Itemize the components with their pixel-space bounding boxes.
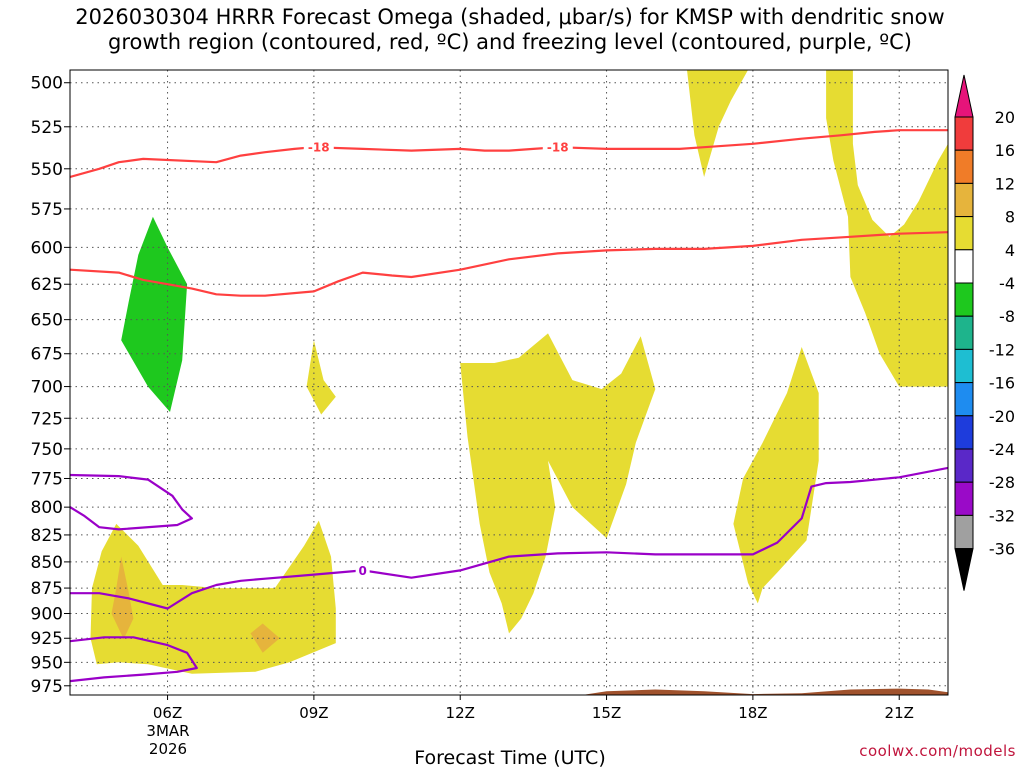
colorbar-swatch [954,315,974,350]
colorbar-label: 12 [995,174,1015,193]
colorbar-swatch [954,182,974,218]
contour-line-2 [70,231,948,297]
colorbar-top-arrow [954,74,974,118]
colorbar-swatch [954,481,974,516]
colorbar-label: -24 [989,440,1015,459]
colorbar-swatch [954,415,974,450]
colorbar-label: 8 [1005,208,1015,227]
omega-region-5 [306,340,336,415]
omega-region-1 [121,216,188,412]
colorbar-label: 20 [995,108,1015,127]
date-label-day: 3MAR [146,722,189,740]
omega-region-9 [826,70,948,387]
colorbar-swatch [954,448,974,483]
credit-text: coolwx.com/models [859,742,1016,760]
y-tick-label: 900 [31,605,63,625]
x-tick-label: 12Z [446,704,475,722]
colorbar-swatch [954,149,974,184]
colorbar-bottom-arrow [954,548,974,591]
colorbar-label: -12 [989,340,1015,359]
y-tick-label: 575 [31,200,63,220]
colorbar-label: -8 [999,307,1015,326]
y-tick-label: 650 [31,311,63,331]
colorbar-swatch [954,282,974,317]
x-tick-label: 06Z [153,704,182,722]
colorbar-swatch [954,382,974,417]
colorbar-swatch [954,514,974,550]
contour-label-bg [355,562,370,578]
y-tick-label: 950 [31,653,63,673]
contour-label: -18 [547,141,569,155]
y-tick-label: 825 [31,526,63,546]
y-tick-label: 550 [31,160,63,180]
colorbar-swatch [954,116,974,151]
y-tick-label: 600 [31,238,63,258]
colorbar: 20 16 12 8 4 -4 -8 -12 -16 -20 -24 -28 -32 -36 [954,74,1015,591]
y-axis-ticks: 500 525 550 575 600 625 650 675 700 725 750 775 800 8… [31,74,70,697]
y-tick-label: 850 [31,553,63,573]
x-axis-ticks: 06Z 09Z 12Z 15Z 18Z 21Z [153,695,914,722]
x-tick-label: 21Z [885,704,914,722]
y-tick-label: 525 [31,118,63,138]
colorbar-label: -28 [989,473,1015,492]
colorbar-swatch [954,216,974,251]
contour-line-3 [70,466,948,610]
omega-region-7 [687,70,748,177]
x-tick-label: 15Z [592,704,621,722]
colorbar-label: 16 [995,141,1015,160]
colorbar-label: -36 [989,540,1015,559]
contour-label-bg [303,139,334,155]
y-tick-label: 700 [31,378,63,398]
contour-label-bg [542,139,573,155]
y-tick-label: 925 [31,629,63,649]
y-tick-label: 725 [31,409,63,429]
x-tick-label: 18Z [738,704,767,722]
y-tick-label: 625 [31,275,63,295]
y-tick-label: 875 [31,579,63,599]
y-tick-label: 750 [31,440,63,460]
omega-region-8 [733,347,819,604]
date-label-year: 2026 [149,740,187,758]
contour-layer [70,129,948,683]
colorbar-label: -20 [989,407,1015,426]
contour-line-5 [70,636,198,683]
y-tick-label: 500 [31,74,63,94]
y-tick-label: 775 [31,469,63,489]
colorbar-label: 4 [1005,241,1015,260]
contour-labels: -18 -18 0 [303,139,573,578]
plot-frame [69,69,949,696]
contour-label: 0 [358,564,366,578]
chart-title-line-1: 2026030304 HRRR Forecast Omega (shaded, … [75,5,944,29]
omega-region-6 [460,333,656,634]
y-tick-label: 975 [31,677,63,697]
colorbar-label: -4 [999,274,1015,293]
x-tick-label: 09Z [299,704,328,722]
contour-label: -18 [308,141,330,155]
omega-region-4 [250,623,280,653]
ground-surface [70,688,948,695]
chart-title-line-2: growth region (contoured, red, ºC) and f… [108,30,912,54]
y-tick-label: 675 [31,345,63,365]
colorbar-label: -16 [989,374,1015,393]
grid-lines [70,70,948,695]
colorbar-swatch [954,249,974,284]
x-axis-label: Forecast Time (UTC) [414,747,605,768]
ground-layer [70,688,948,695]
y-tick-label: 800 [31,498,63,518]
colorbar-label: -32 [989,506,1015,525]
contour-line-1 [70,129,948,179]
colorbar-swatch [954,348,974,384]
contour-line-4 [70,473,193,531]
